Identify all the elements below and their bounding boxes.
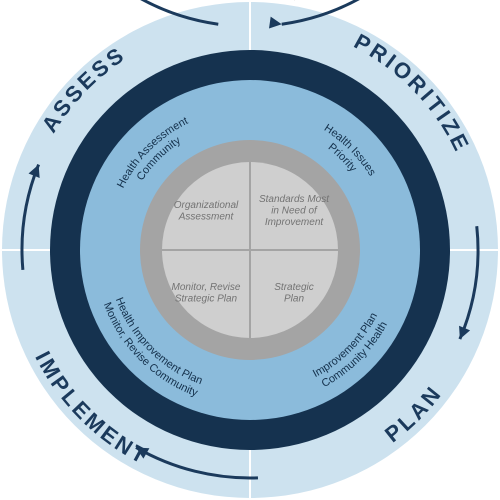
- circular-process-diagram: ASSESSPRIORITIZEPLANIMPLEMENTCOMMUNITYOR…: [0, 0, 500, 500]
- organization-quadrant-label: Monitor, ReviseStrategic Plan: [172, 282, 241, 305]
- organization-quadrant-label: OrganizationalAssessment: [174, 200, 239, 223]
